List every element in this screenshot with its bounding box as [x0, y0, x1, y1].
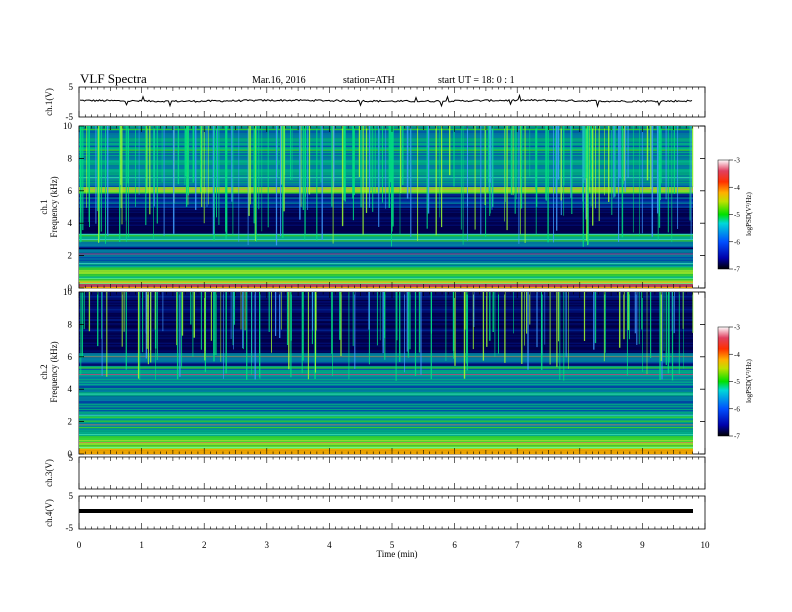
xtick-label: 8: [578, 540, 583, 550]
ch4-wave-ytick-bottom: -5: [66, 523, 74, 533]
ch2-colorbar-label: logPSD(V²/Hz): [745, 358, 753, 402]
ytick-label: 6: [68, 352, 73, 362]
station-label: station=ATH: [343, 75, 395, 86]
ytick-label: 0: [68, 283, 73, 293]
ytick-label: 10: [63, 121, 73, 131]
colorbar-tick-label: -5: [734, 378, 740, 386]
colorbar-tick-label: -4: [734, 184, 740, 192]
figure-title: VLF Spectra: [80, 71, 147, 86]
xtick-label: 6: [452, 540, 457, 550]
ch1-wave-ylabel: ch.1(V): [44, 88, 54, 116]
start-time-label: start UT = 18: 0 : 1: [438, 75, 515, 86]
ch1-spec-channel-label: ch.1: [39, 199, 49, 214]
time-axis-label: Time (min): [377, 549, 418, 559]
ytick-label: 10: [63, 287, 73, 297]
xtick-label: 7: [515, 540, 520, 550]
ch1-waveform-line: [79, 93, 693, 108]
ytick-label: 6: [68, 186, 73, 196]
ch2-spectrogram: [79, 292, 694, 455]
ch1-colorbar: [717, 159, 730, 270]
xtick-label: 3: [265, 540, 270, 550]
colorbar-tick-label: -7: [734, 266, 740, 274]
xtick-label: 5: [390, 540, 395, 550]
colorbar-tick-label: -4: [734, 351, 740, 359]
ch1-colorbar-label: logPSD(V²/Hz): [745, 191, 753, 235]
colorbar-tick-label: -3: [734, 324, 740, 332]
ch1-spectrogram: [79, 126, 694, 289]
colorbar-tick-label: -3: [734, 157, 740, 165]
ytick-label: 4: [68, 218, 73, 228]
ch1-colorbar-ticks: -3 -4 -5 -6 -7: [729, 157, 740, 274]
ytick-label: 0: [68, 449, 73, 459]
date-label: Mar.16, 2016: [252, 75, 306, 86]
time-axis-ticks: [78, 87, 706, 529]
ytick-label: 2: [68, 251, 73, 261]
ch3-wave-ylabel: ch.3(V): [44, 459, 54, 487]
ch2-colorbar: [717, 326, 730, 437]
xtick-label: 0: [77, 540, 82, 550]
ytick-label: 8: [68, 153, 73, 163]
ch1-wave-ytick-bottom: -5: [66, 112, 74, 122]
ch2-colorbar-ticks: -3 -4 -5 -6 -7: [729, 324, 740, 441]
ytick-label: 2: [68, 417, 73, 427]
xtick-label: 1: [139, 540, 144, 550]
ch4-waveform-line: [79, 509, 693, 513]
ch4-wave-ylabel: ch.4(V): [44, 499, 54, 527]
colorbar-tick-label: -7: [734, 433, 740, 441]
colorbar-tick-label: -6: [734, 238, 740, 246]
ch2-spec-channel-label: ch.2: [39, 364, 49, 379]
ch2-spec-yticks: 0 2 4 6 8 10: [63, 287, 705, 459]
ch1-spec-yticks: 0 2 4 6 8 10: [63, 121, 705, 293]
ytick-label: 8: [68, 319, 73, 329]
xtick-label: 2: [202, 540, 207, 550]
xtick-label: 10: [701, 540, 711, 550]
time-axis-tick-labels: 0 1 2 3 4 5 6 7 8 9 10: [77, 540, 710, 550]
ch1-wave-ytick-top: 5: [69, 82, 74, 92]
ch2-spec-ylabel: Frequency (kHz): [49, 341, 59, 402]
ch3-wave-ytick-top: 5: [69, 453, 74, 463]
ytick-label: 4: [68, 384, 73, 394]
spec-low-band: [79, 283, 693, 287]
xtick-label: 9: [640, 540, 645, 550]
ch1-spec-ylabel: Frequency (kHz): [49, 176, 59, 237]
ch4-wave-ytick-top: 5: [69, 491, 74, 501]
colorbar-tick-label: -6: [734, 405, 740, 413]
colorbar-tick-label: -5: [734, 211, 740, 219]
xtick-label: 4: [327, 540, 332, 550]
